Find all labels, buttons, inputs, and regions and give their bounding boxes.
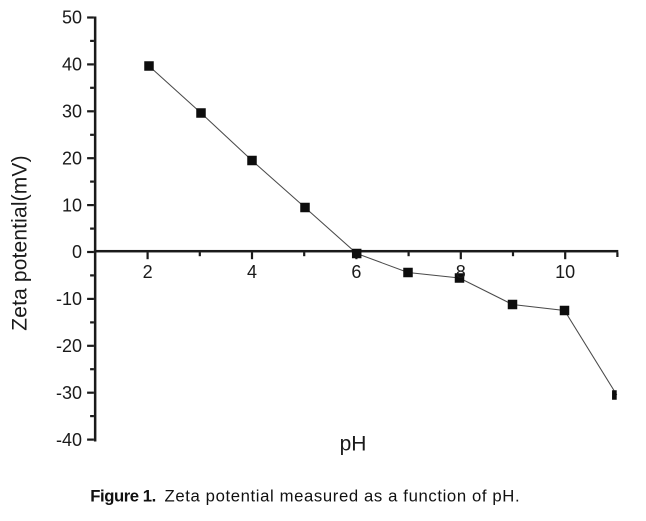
svg-text:50: 50 — [62, 8, 82, 28]
svg-text:Figure 1. Zeta potential measu: Figure 1. Zeta potential measured as a f… — [90, 487, 520, 506]
svg-text:pH: pH — [340, 433, 367, 456]
svg-text:20: 20 — [62, 148, 82, 168]
svg-text:-10: -10 — [56, 289, 82, 309]
svg-text:4: 4 — [247, 262, 257, 282]
svg-text:-40: -40 — [56, 430, 82, 450]
svg-text:10: 10 — [62, 195, 82, 215]
svg-text:2: 2 — [143, 262, 153, 282]
svg-text:0: 0 — [72, 242, 82, 262]
svg-text:10: 10 — [555, 262, 575, 282]
svg-text:-30: -30 — [56, 383, 82, 403]
svg-text:Zeta potential(mV): Zeta potential(mV) — [9, 155, 32, 330]
svg-text:40: 40 — [62, 55, 82, 75]
svg-text:30: 30 — [62, 102, 82, 122]
svg-text:-20: -20 — [56, 336, 82, 356]
svg-text:6: 6 — [351, 262, 361, 282]
svg-text:8: 8 — [456, 262, 466, 282]
